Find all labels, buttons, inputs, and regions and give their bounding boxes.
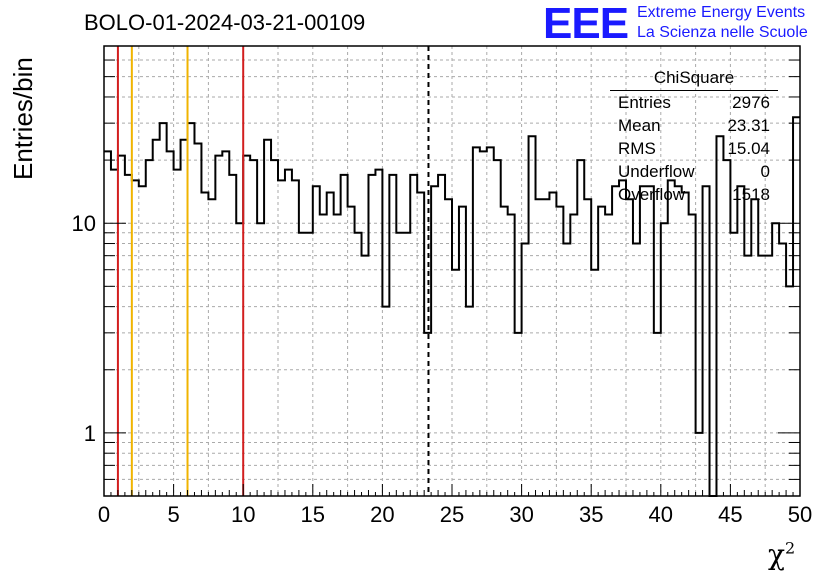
eee-logo: EEE — [543, 0, 629, 48]
stats-label: Entries — [618, 93, 671, 112]
stats-value: 23.31 — [727, 116, 770, 135]
stats-value: 2976 — [732, 93, 770, 112]
histogram-series — [104, 116, 800, 497]
logo-line-2: La Scienza nelle Scuole — [637, 24, 808, 41]
y-axis-label: Entries/bin — [8, 57, 38, 180]
x-tick-label: 30 — [509, 502, 533, 527]
y-tick-label: 10 — [72, 211, 96, 236]
stats-row-rms: RMS 15.04 — [610, 137, 778, 160]
stats-row-underflow: Underflow 0 — [610, 160, 778, 183]
run-title: BOLO-01-2024-03-21-00109 — [84, 10, 366, 35]
y-tick-label: 1 — [84, 421, 96, 446]
x-tick-label: 40 — [649, 502, 673, 527]
logo-line-1: Extreme Energy Events — [637, 4, 806, 21]
stats-title: ChiSquare — [610, 68, 778, 91]
stats-box: ChiSquare Entries 2976 Mean 23.31 RMS 15.04… — [610, 68, 778, 206]
stats-label: Underflow — [618, 162, 695, 181]
x-axis-label: χ2 — [768, 538, 796, 571]
x-tick-label: 45 — [718, 502, 742, 527]
x-tick-label: 35 — [579, 502, 603, 527]
x-tick-label: 10 — [231, 502, 255, 527]
stats-value: 15.04 — [727, 139, 770, 158]
x-tick-label: 0 — [98, 502, 110, 527]
stats-value: 0 — [760, 162, 770, 181]
stats-label: RMS — [618, 139, 656, 158]
stats-row-entries: Entries 2976 — [610, 91, 778, 114]
x-tick-label: 15 — [301, 502, 325, 527]
x-tick-label: 5 — [167, 502, 179, 527]
stats-label: Mean — [618, 116, 661, 135]
x-tick-label: 50 — [788, 502, 812, 527]
x-tick-label: 25 — [440, 502, 464, 527]
stats-value: 1518 — [732, 185, 770, 204]
x-tick-label: 20 — [370, 502, 394, 527]
stats-row-mean: Mean 23.31 — [610, 114, 778, 137]
stats-label: Overflow — [618, 185, 686, 204]
stats-row-overflow: Overflow 1518 — [610, 183, 778, 206]
